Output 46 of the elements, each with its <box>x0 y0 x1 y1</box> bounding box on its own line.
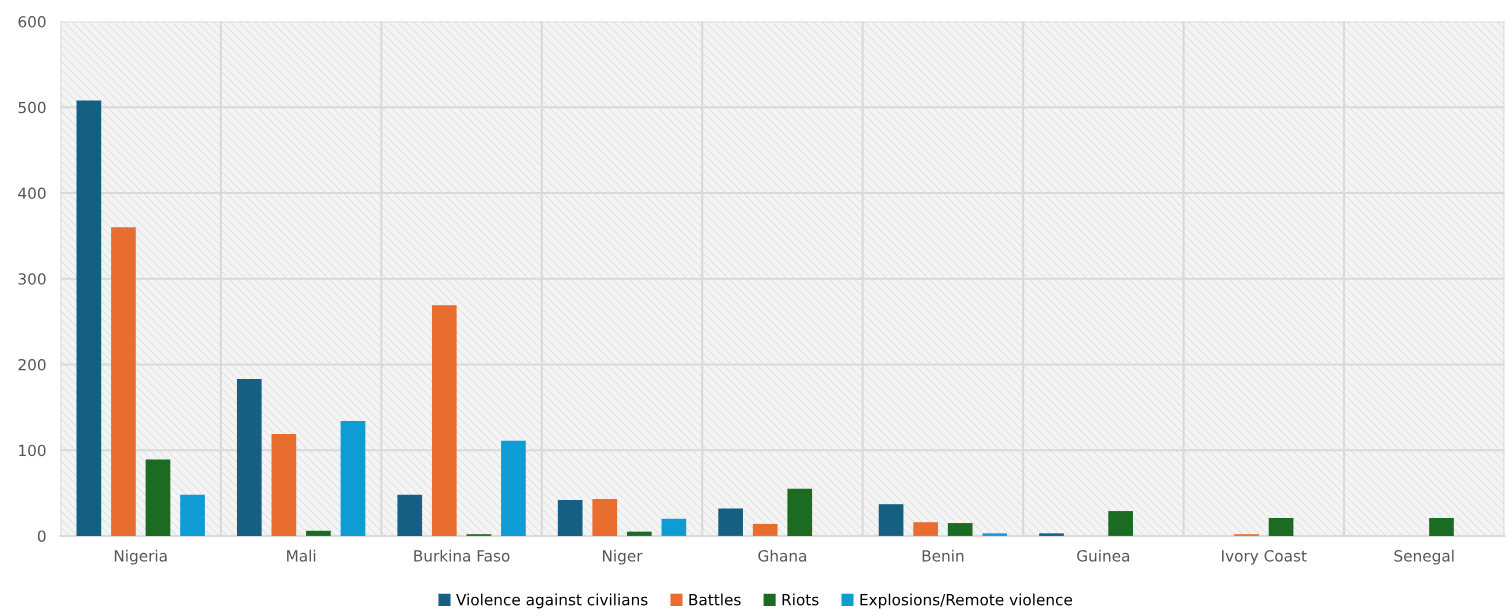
bar <box>1429 517 1454 536</box>
bar <box>431 305 457 536</box>
bar <box>501 440 526 536</box>
bar <box>271 433 297 536</box>
y-tick-label: 0 <box>37 530 46 542</box>
bar <box>111 227 136 536</box>
y-tick-label: 100 <box>19 444 46 457</box>
legend-label: Violence against civilians <box>456 593 648 609</box>
x-tick-label: Senegal <box>1394 549 1454 565</box>
x-tick-label: Guinea <box>1077 549 1130 562</box>
y-tick-label: 200 <box>18 358 46 371</box>
bar <box>340 421 366 536</box>
bar <box>661 518 687 536</box>
bar <box>592 499 618 536</box>
legend-label: Battles <box>689 593 741 606</box>
bar <box>306 530 331 536</box>
bar <box>718 508 743 536</box>
bar <box>752 523 778 536</box>
x-tick-label: Benin <box>922 549 964 562</box>
legend-label: Riots <box>782 593 819 606</box>
x-tick-label: Ivory Coast <box>1222 550 1307 565</box>
bar <box>626 531 652 536</box>
legend-label: Explosions/Remote violence <box>860 593 1073 609</box>
y-tick-label: 500 <box>18 101 46 114</box>
y-tick-label: 300 <box>18 273 46 285</box>
bar <box>947 523 973 536</box>
bar <box>236 379 262 536</box>
bar <box>1268 517 1294 536</box>
bar <box>145 459 171 536</box>
x-tick-label: Niger <box>602 549 643 565</box>
y-tick-label: 600 <box>18 16 46 28</box>
bar <box>982 533 1008 536</box>
x-tick-label: Mali <box>287 549 316 562</box>
x-tick-label: Ghana <box>758 549 807 562</box>
x-tick-label: Burkina Faso <box>414 549 510 562</box>
bar <box>397 494 423 536</box>
bar <box>787 488 813 536</box>
x-tick-label: Nigeria <box>114 549 167 565</box>
bar <box>180 494 205 536</box>
bar <box>1039 533 1064 536</box>
bar <box>76 100 102 536</box>
y-tick-label: 400 <box>18 187 46 200</box>
bar <box>557 499 583 536</box>
bar <box>878 504 904 536</box>
bar <box>913 522 938 536</box>
bar <box>1108 511 1133 536</box>
